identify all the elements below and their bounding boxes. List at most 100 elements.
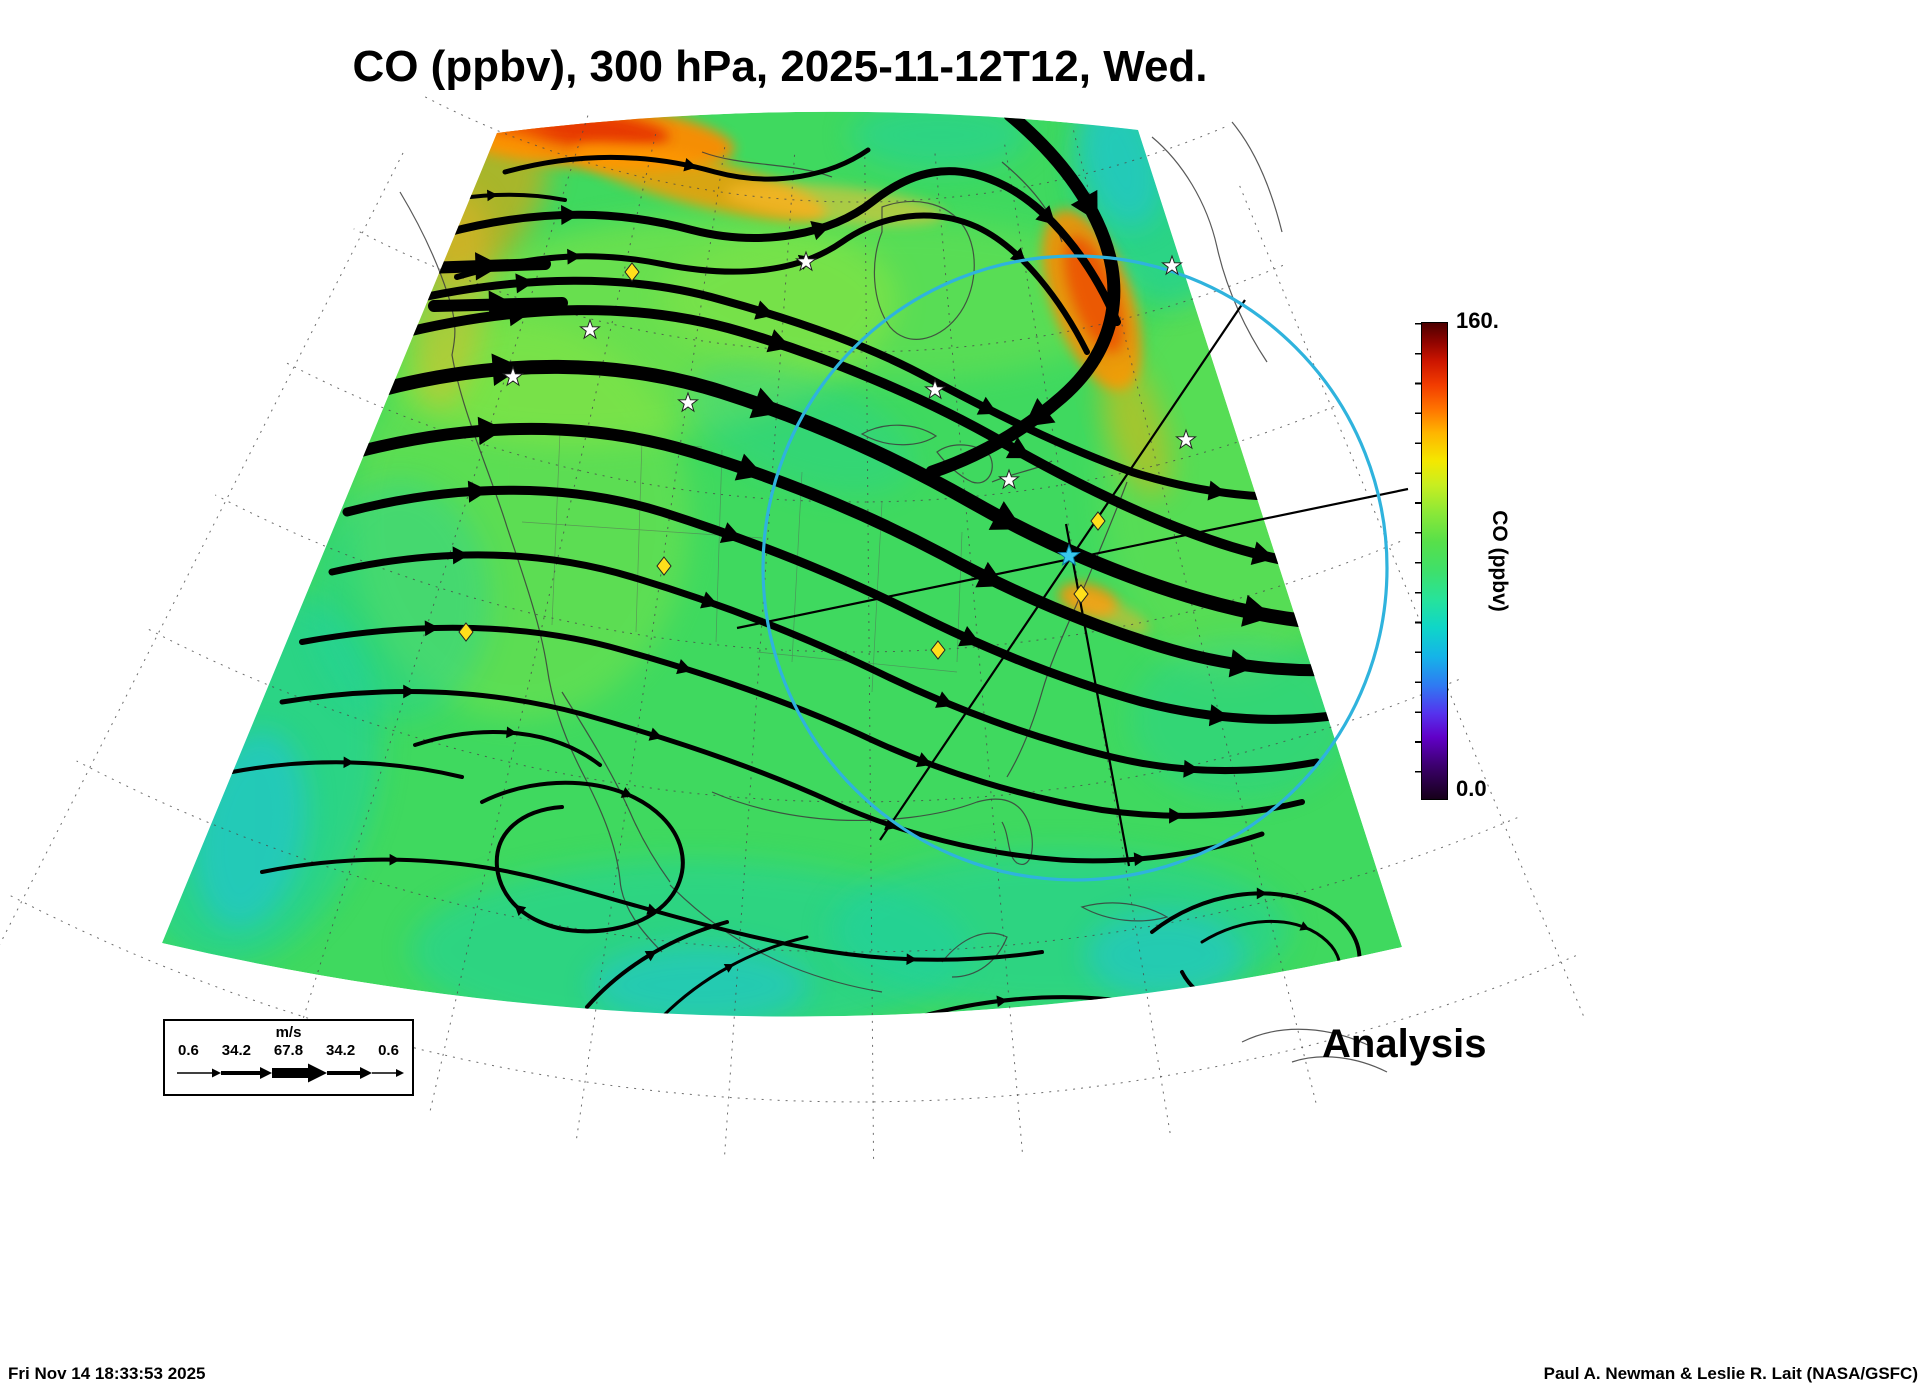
flow-arrowhead <box>514 904 527 917</box>
city-star-marker <box>1161 254 1183 276</box>
wind-legend-arrow-scale <box>177 1063 404 1083</box>
coast <box>1241 1028 1388 1073</box>
flow-arrowhead <box>1256 887 1268 900</box>
flow-arrowhead <box>810 221 831 241</box>
city-star-marker <box>677 391 699 413</box>
city-star-marker <box>1175 428 1197 450</box>
coast <box>1080 902 1169 922</box>
flow-arrowhead <box>1024 397 1056 427</box>
timestamp: Fri Nov 14 18:33:53 2025 <box>8 1364 206 1383</box>
site-diamond-marker <box>624 262 640 282</box>
flow-arrowhead <box>958 626 981 647</box>
flow-arrowhead <box>488 290 515 319</box>
range-circle <box>761 254 1389 882</box>
flow-arrowhead <box>424 620 440 637</box>
streamline <box>365 359 1394 631</box>
colorbar-ticks <box>1415 323 1422 799</box>
flow-arrowhead <box>734 453 764 481</box>
great-circle-line <box>879 299 1246 841</box>
flow-arrowhead <box>1198 999 1210 1012</box>
flow-arrowhead <box>1133 852 1147 867</box>
streamlines <box>230 111 1397 1017</box>
great-circle-line <box>1064 523 1131 867</box>
flow-arrowhead <box>620 787 633 798</box>
flow-arrowhead <box>683 157 698 172</box>
streamline <box>342 485 1352 724</box>
center-star-marker <box>1057 543 1081 567</box>
flow-arrowhead <box>561 205 580 226</box>
wind-legend-value: 0.6 <box>178 1042 199 1059</box>
flow-arrowhead <box>1277 1009 1289 1017</box>
flow-arrowhead <box>343 756 355 769</box>
flow-arrowhead <box>1070 189 1098 222</box>
coast <box>1151 121 1283 363</box>
wind-legend-value: 34.2 <box>325 1042 356 1059</box>
co-field <box>162 111 1402 1017</box>
site-diamond-marker <box>1073 584 1089 604</box>
wind-legend-values: 0.6 34.2 67.8 34.2 0.6 <box>165 1041 412 1059</box>
flow-arrowhead <box>1208 704 1231 727</box>
flow-arrowhead <box>1241 594 1274 627</box>
flow-arrowhead <box>403 684 416 699</box>
coast <box>873 200 975 340</box>
city-star-marker <box>998 468 1020 490</box>
flow-arrowhead <box>1207 480 1228 501</box>
flow-arrowhead <box>1005 436 1031 459</box>
streamline <box>413 730 602 767</box>
flow-arrowhead <box>1035 205 1056 225</box>
flow-arrowhead <box>389 853 401 866</box>
flow-arrowhead <box>491 353 523 386</box>
flow-arrowhead <box>567 248 582 265</box>
plot-title: CO (ppbv), 300 hPa, 2025-11-12T12, Wed. <box>352 42 1208 91</box>
flow-arrowhead <box>1250 541 1275 565</box>
wind-speed-legend: m/s 0.6 34.2 67.8 34.2 0.6 <box>163 1019 414 1096</box>
streamline <box>480 780 685 934</box>
city-star-marker <box>924 378 946 400</box>
flow-arrowhead <box>719 522 743 544</box>
site-diamond-marker <box>656 556 672 576</box>
flow-arrowhead <box>515 273 535 294</box>
coast <box>561 691 671 883</box>
flow-arrowhead <box>766 329 792 353</box>
wind-legend-value: 34.2 <box>221 1042 251 1059</box>
colorbar-max-label: 160. <box>1456 308 1499 333</box>
coast <box>711 791 1033 865</box>
city-star-marker <box>579 318 601 340</box>
colorbar-gradient <box>1415 322 1448 800</box>
flow-arrowhead <box>988 501 1023 530</box>
streamline <box>328 551 1321 774</box>
site-diamond-marker <box>1090 511 1106 531</box>
coast <box>941 932 1008 978</box>
flow-arrowhead <box>644 950 657 962</box>
streamline <box>398 276 1341 502</box>
wind-legend-units: m/s <box>275 1024 302 1041</box>
streamline <box>299 624 1305 819</box>
flow-arrowhead <box>700 591 719 609</box>
coast <box>669 884 883 993</box>
coast <box>860 424 938 446</box>
streamline <box>438 167 1121 326</box>
flow-arrowhead <box>648 727 663 741</box>
flow-arrowhead <box>467 480 489 503</box>
streamline <box>502 147 871 182</box>
flow-arrowhead <box>1299 921 1310 931</box>
flow-arrowhead <box>723 964 735 973</box>
flow-arrowhead <box>508 302 532 327</box>
flow-arrowhead <box>915 752 933 768</box>
flow-arrowhead <box>506 726 518 739</box>
grat <box>76 760 1518 953</box>
flow-arrowhead <box>475 252 502 281</box>
analysis-label: Analysis <box>1322 1022 1487 1066</box>
flow-arrowhead <box>996 995 1008 1008</box>
flow-arrowhead <box>906 953 918 965</box>
flow-arrowhead <box>486 189 498 202</box>
city-star-marker <box>795 250 817 272</box>
markers <box>458 250 1197 660</box>
flow-arrowhead <box>976 396 998 415</box>
grat <box>0 152 404 946</box>
flow-arrowhead <box>935 691 954 708</box>
flow-arrowhead <box>646 903 659 915</box>
flow-arrowhead <box>1169 807 1184 824</box>
